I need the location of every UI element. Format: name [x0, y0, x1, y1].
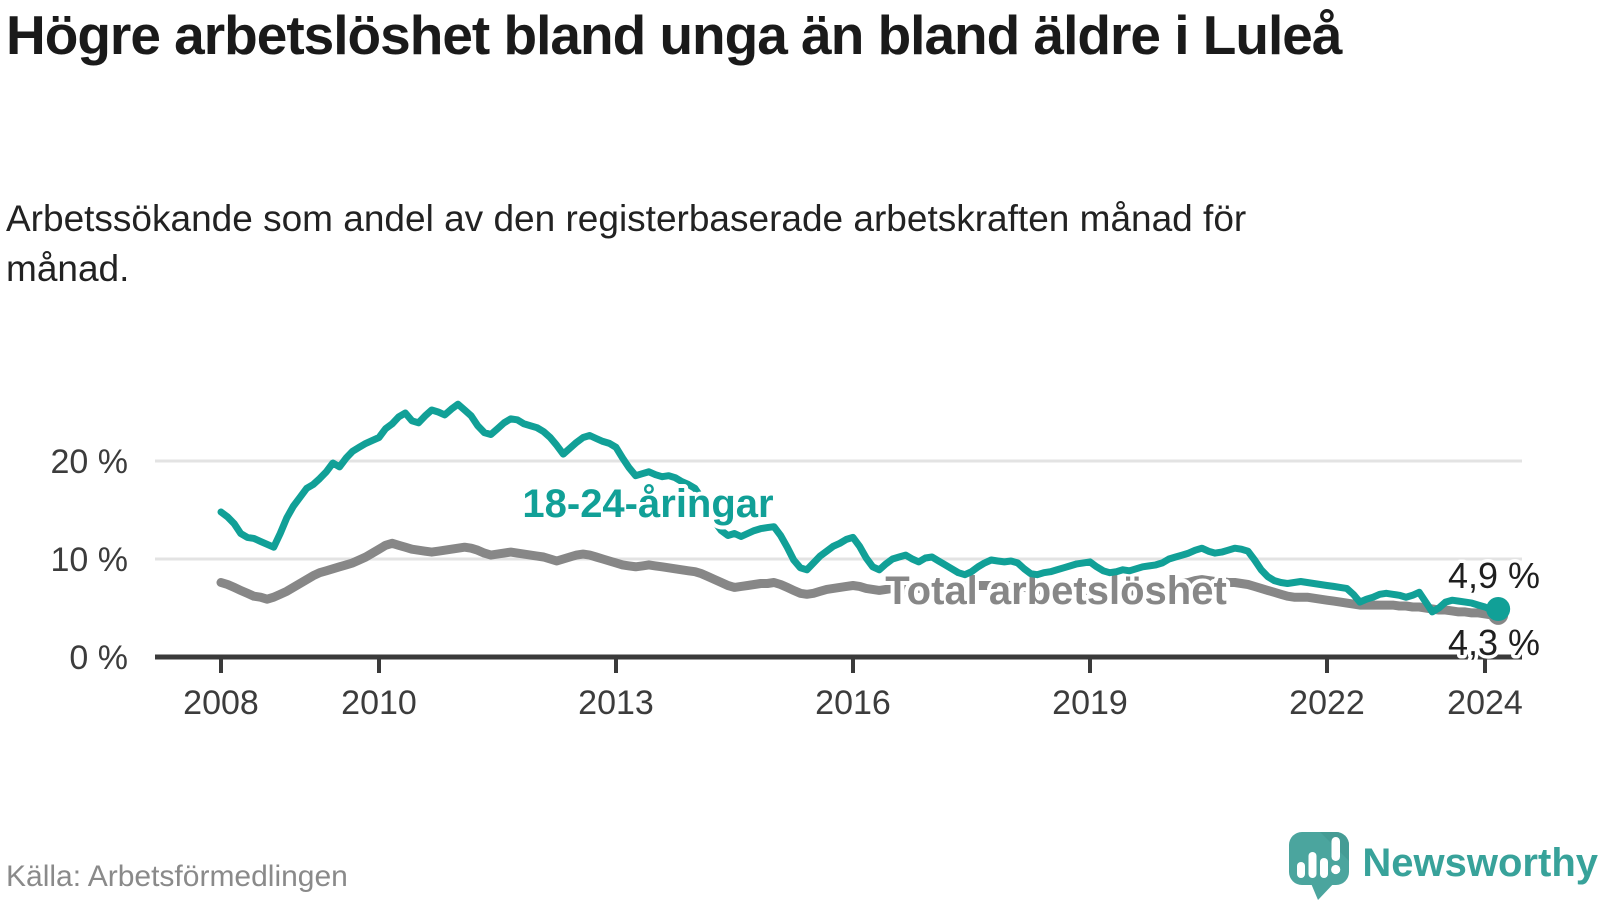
series-line-0 — [217, 400, 1502, 616]
end-value-label-1: 4,3 % — [1448, 622, 1540, 663]
x-tick-label: 2016 — [815, 684, 891, 722]
newsworthy-logo-text: Newsworthy — [1362, 841, 1598, 885]
newsworthy-brand: Newsworthy — [1288, 831, 1598, 901]
series-line-1 — [216, 538, 1503, 620]
end-value-label-0: 4,9 % — [1448, 555, 1540, 596]
x-tick-label: 2008 — [183, 684, 259, 722]
series-label-0: 18-24-åringar — [522, 482, 773, 526]
series-end-dot-0 — [1486, 596, 1511, 621]
chart-subtitle: Arbetssökande som andel av den registerb… — [6, 198, 1247, 289]
y-tick-label: 20 % — [51, 443, 129, 481]
x-tick-label: 2022 — [1289, 684, 1365, 722]
x-tick-label: 2024 — [1447, 684, 1523, 722]
series-label-1: Total arbetslöshet — [885, 569, 1227, 613]
y-tick-label: 0 % — [69, 639, 128, 677]
source-note: Källa: Arbetsförmedlingen — [6, 860, 348, 893]
x-tick-label: 2010 — [341, 684, 417, 722]
chart-title: Högre arbetslöshet bland unga än bland ä… — [6, 4, 1342, 66]
y-tick-label: 10 % — [51, 541, 129, 579]
x-tick-label: 2013 — [578, 684, 654, 722]
x-tick-label: 2019 — [1052, 684, 1128, 722]
newsworthy-logo-icon — [1289, 832, 1350, 900]
